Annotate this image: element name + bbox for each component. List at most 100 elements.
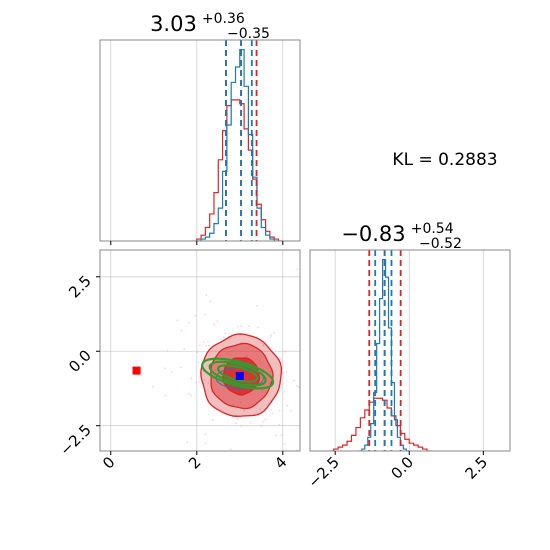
- sample-point: [166, 349, 169, 352]
- sample-point: [208, 344, 210, 347]
- sample-point: [296, 449, 299, 451]
- sample-point: [220, 338, 223, 340]
- sample-point: [227, 353, 230, 355]
- sample-point: [259, 376, 262, 379]
- x-tick-label: 0: [99, 453, 118, 472]
- marginal-histogram-param-1: 3.03 +0.36 −0.35: [99, 8, 301, 245]
- axes-frame: [309, 249, 511, 452]
- sample-point: [209, 300, 212, 303]
- sample-point: [293, 379, 295, 382]
- x-ticks: [110, 241, 284, 245]
- sample-point: [194, 314, 196, 317]
- sample-point: [270, 336, 272, 339]
- contour-marks: [132, 268, 362, 476]
- sample-point: [188, 393, 190, 395]
- sample-point: [260, 424, 263, 427]
- sample-point: [312, 356, 314, 358]
- sample-point: [284, 350, 287, 353]
- sample-point: [256, 304, 259, 307]
- y-tick-label: 0.0: [65, 346, 95, 376]
- sample-point: [295, 385, 298, 387]
- sample-point: [183, 348, 186, 350]
- sample-point: [228, 474, 230, 476]
- sample-point: [243, 409, 245, 412]
- joint-distribution-panel: 0 2 4 −2.5 0.0 2.5: [56, 249, 362, 476]
- grid: [334, 250, 484, 451]
- sample-point: [269, 371, 272, 373]
- sample-point: [210, 390, 213, 393]
- sample-point: [256, 326, 259, 329]
- sample-point: [190, 394, 193, 396]
- sample-point: [190, 377, 193, 380]
- sample-point: [306, 293, 308, 295]
- y-tick-label: −2.5: [56, 421, 94, 459]
- sample-point: [211, 419, 214, 421]
- sample-point: [271, 412, 274, 415]
- sample-point: [180, 329, 183, 332]
- param-2-lower-error: −0.52: [419, 236, 462, 252]
- histogram-series-a: [196, 48, 279, 241]
- sample-point: [246, 355, 248, 357]
- sample-point: [281, 383, 283, 385]
- sample-point: [236, 418, 239, 420]
- histogram-series-b: [329, 397, 432, 451]
- grid: [110, 40, 284, 241]
- sample-point: [251, 397, 254, 399]
- sample-point: [285, 371, 288, 373]
- sample-point: [297, 385, 300, 388]
- sample-point: [247, 346, 250, 349]
- sample-point: [207, 382, 210, 384]
- x-tick-label: 2.5: [462, 453, 492, 483]
- sample-point: [170, 371, 173, 373]
- param-2-title: −0.83 +0.54 −0.52: [341, 218, 462, 252]
- y-tick-label: 2.5: [65, 272, 95, 302]
- sample-point: [360, 375, 362, 377]
- sample-point: [198, 381, 200, 383]
- sample-point: [218, 454, 220, 456]
- sample-point: [213, 323, 216, 326]
- marker: [235, 371, 244, 380]
- histogram-series-b: [192, 99, 283, 241]
- sample-point: [240, 341, 243, 344]
- sample-point: [216, 320, 219, 323]
- sample-point: [180, 366, 182, 369]
- sample-point: [186, 441, 189, 444]
- sample-point: [261, 390, 263, 393]
- sample-point: [262, 368, 264, 370]
- x-tick-label: 0.0: [387, 453, 417, 483]
- sample-point: [290, 409, 292, 412]
- sample-point: [176, 319, 179, 322]
- sample-point: [308, 370, 310, 372]
- axes-frame: [99, 39, 301, 242]
- x-tick-label: 2: [185, 453, 204, 472]
- param-2-value: −0.83: [341, 222, 405, 246]
- sample-point: [207, 341, 209, 343]
- param-1-upper-error: +0.36: [202, 11, 245, 27]
- sample-point: [286, 404, 289, 407]
- histogram-marks: [329, 250, 432, 451]
- sample-point: [240, 424, 242, 427]
- sample-point: [239, 401, 242, 404]
- histogram-marks: [192, 40, 283, 241]
- sample-point: [205, 345, 208, 347]
- sample-point: [235, 422, 237, 425]
- sample-point: [187, 321, 190, 324]
- x-tick-label: −2.5: [305, 453, 343, 491]
- sample-point: [265, 391, 267, 393]
- sample-point: [205, 294, 208, 296]
- param-1-value: 3.03: [150, 12, 197, 36]
- param-1-title: 3.03 +0.36 −0.35: [150, 8, 270, 42]
- sample-point: [273, 332, 275, 334]
- confidence-ellipse: [208, 360, 267, 387]
- param-1-lower-error: −0.35: [227, 26, 270, 42]
- sample-point: [284, 443, 286, 445]
- sample-point: [259, 361, 262, 364]
- sample-point: [230, 354, 233, 357]
- sample-point: [270, 409, 272, 411]
- sample-point: [204, 433, 207, 436]
- sample-point: [249, 393, 251, 395]
- sample-point: [280, 434, 283, 436]
- sample-point: [262, 420, 265, 423]
- sample-point: [232, 403, 235, 405]
